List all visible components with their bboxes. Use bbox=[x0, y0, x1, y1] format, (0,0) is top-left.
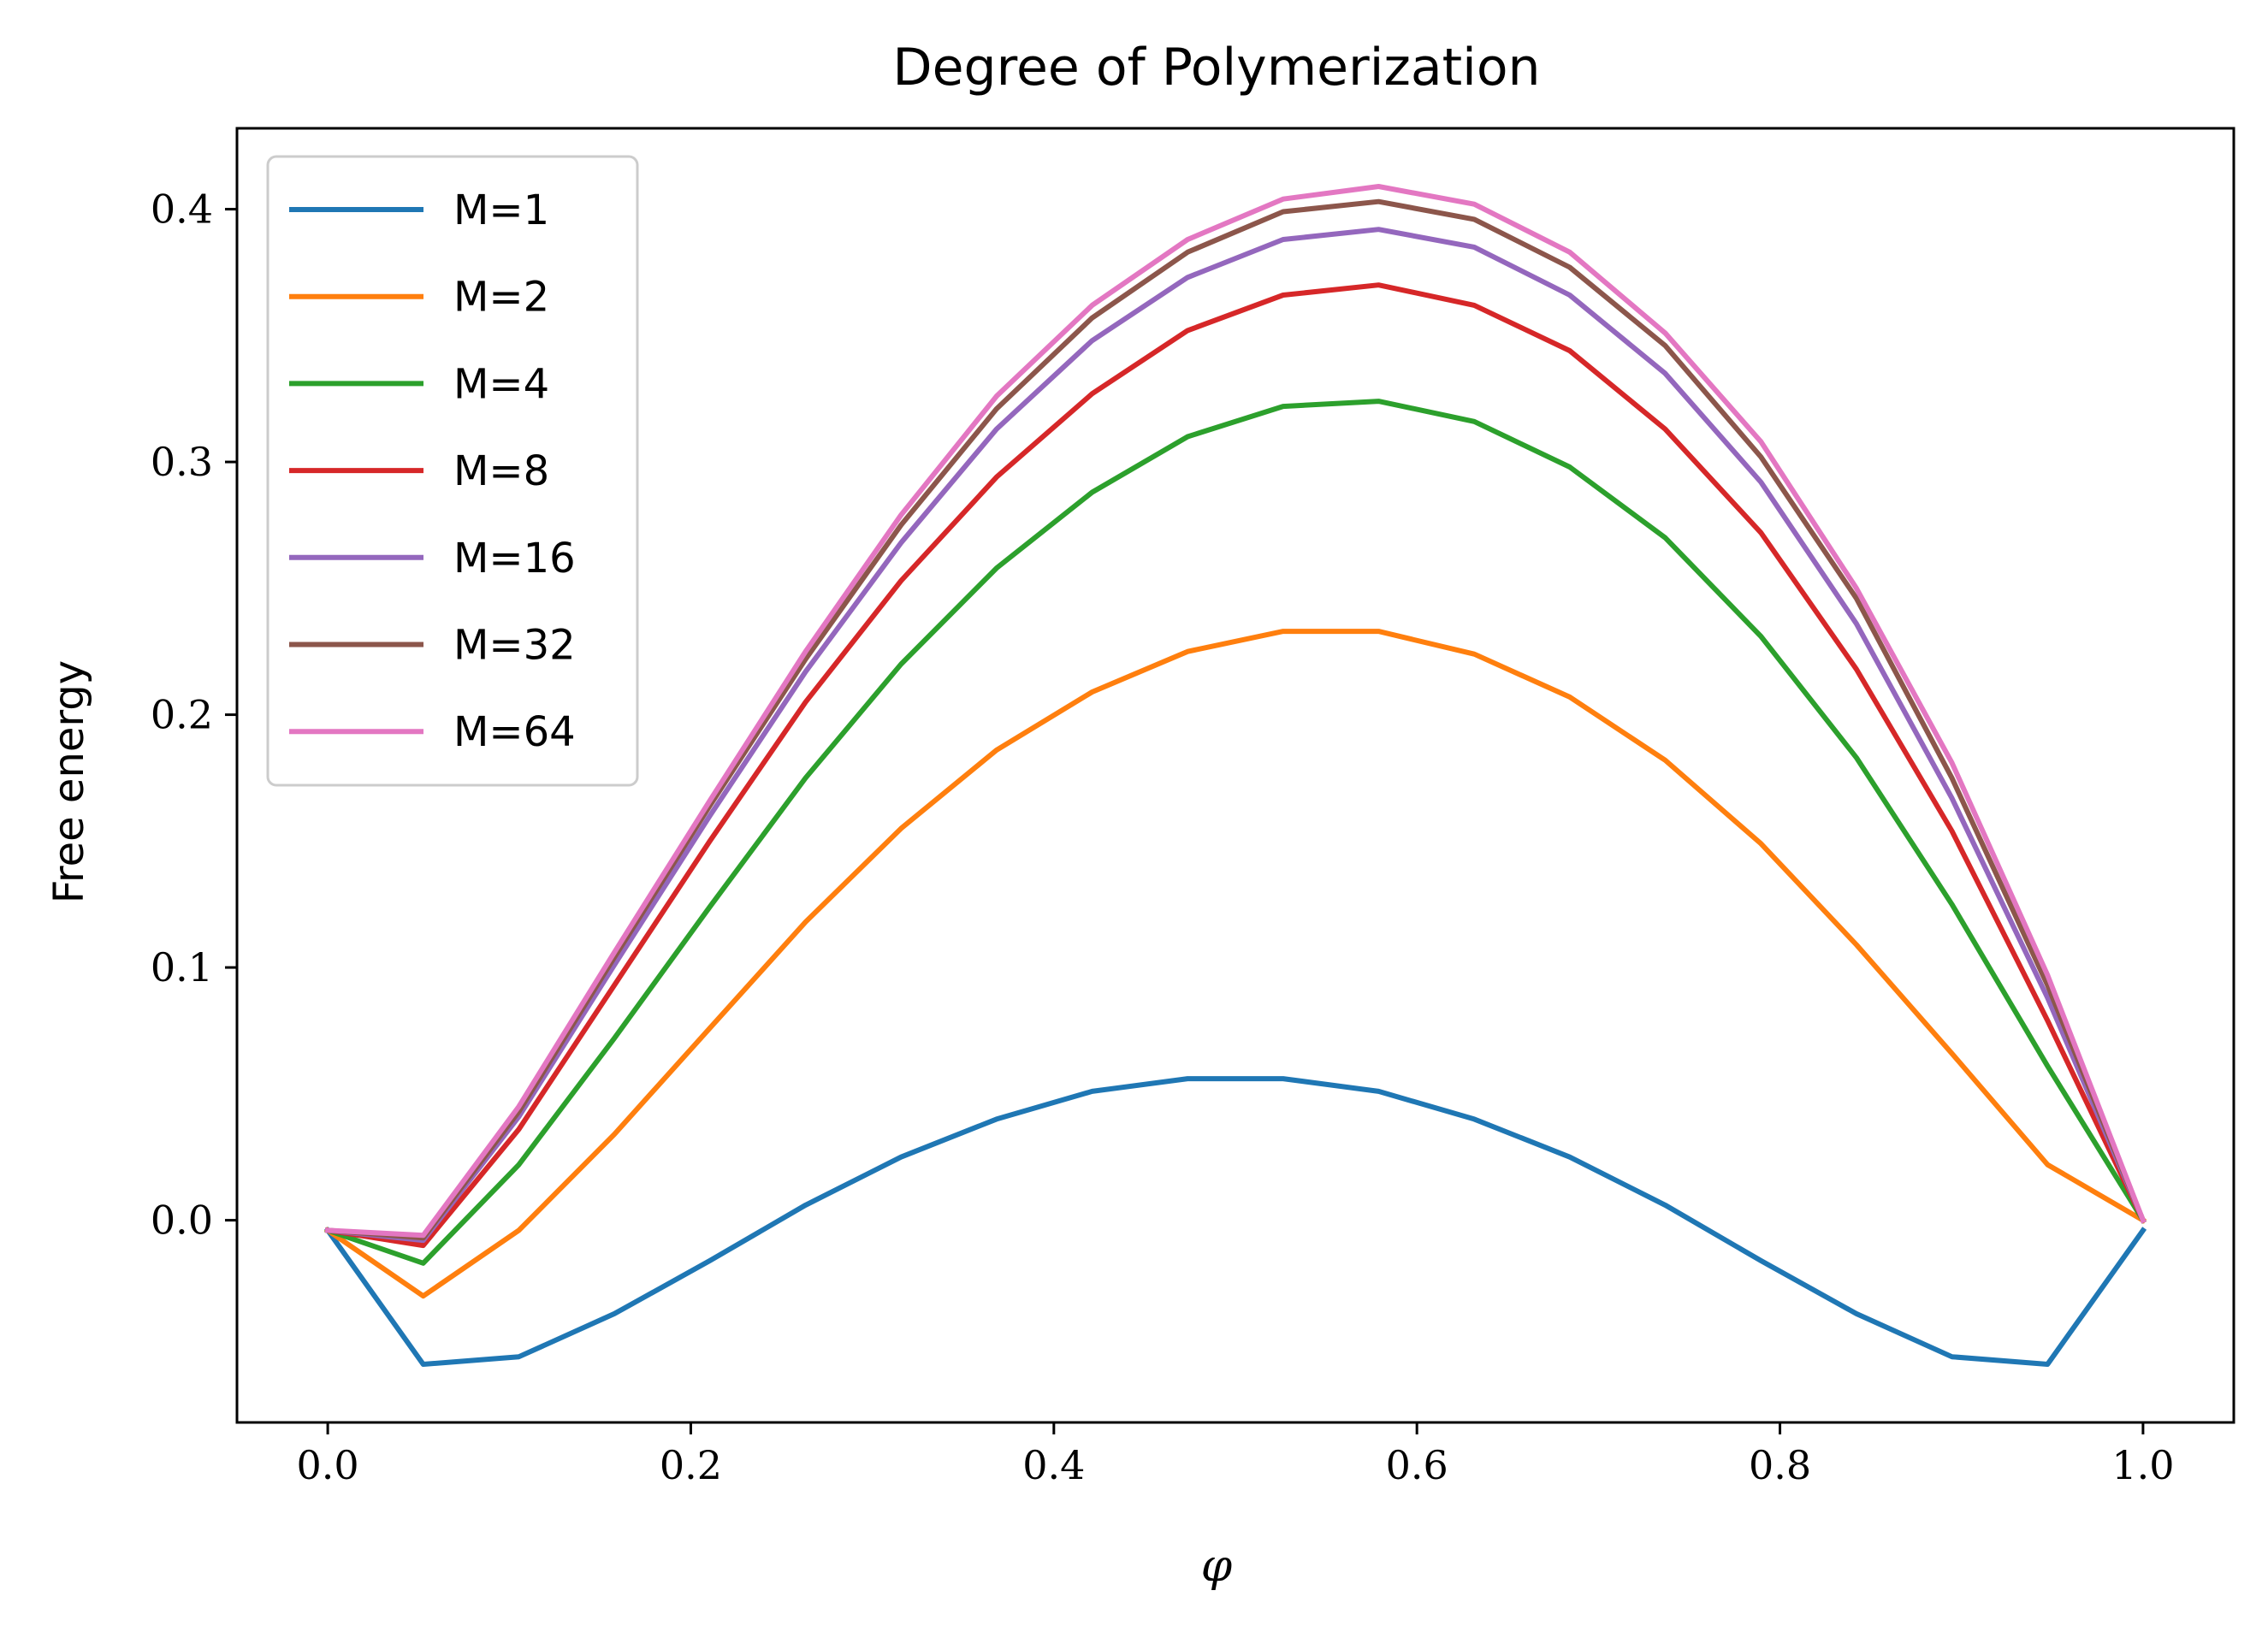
legend-label: M=8 bbox=[453, 447, 549, 495]
legend: M=1 M=2 M=4 M=8 M=16 M=32 M=64 bbox=[266, 155, 639, 787]
x-tick-label: 0.2 bbox=[660, 1442, 722, 1488]
y-axis-label: Free energy bbox=[45, 660, 93, 903]
x-tick-label: 0.6 bbox=[1386, 1442, 1448, 1488]
series-line-m-2 bbox=[323, 629, 2147, 1299]
ticks-layer: 0.0 0.2 0.4 0.6 0.8 1.0 0.0 0.1 0.2 0.3 0.4 bbox=[151, 186, 2175, 1488]
y-tick-label: 0.1 bbox=[151, 944, 213, 990]
x-tick-label: 0.0 bbox=[297, 1442, 359, 1488]
x-tick-label: 0.4 bbox=[1022, 1442, 1085, 1488]
series-line-m-1 bbox=[323, 1076, 2147, 1367]
x-tick-label: 0.8 bbox=[1749, 1442, 1811, 1488]
legend-label: M=2 bbox=[453, 274, 549, 322]
y-tick-label: 0.0 bbox=[151, 1197, 213, 1244]
legend-label: M=32 bbox=[453, 622, 576, 670]
legend-label: M=64 bbox=[453, 708, 576, 756]
x-axis-label: φ bbox=[1201, 1540, 1233, 1592]
series-line-m-16 bbox=[324, 227, 2147, 1244]
series-line-m-4 bbox=[324, 399, 2147, 1266]
legend-label: M=16 bbox=[453, 535, 576, 582]
series-line-m-8 bbox=[324, 282, 2147, 1249]
series-line-m-64 bbox=[324, 184, 2147, 1239]
series-line-m-32 bbox=[324, 198, 2147, 1241]
y-tick-label: 0.4 bbox=[151, 186, 213, 233]
chart-title: Degree of Polymerization bbox=[892, 38, 1540, 98]
series-layer bbox=[323, 184, 2147, 1367]
legend-box bbox=[266, 155, 639, 787]
y-tick-label: 0.3 bbox=[151, 439, 213, 485]
plot-frame bbox=[235, 127, 2235, 1424]
legend-label: M=4 bbox=[453, 360, 549, 408]
y-tick-label: 0.2 bbox=[151, 692, 213, 738]
legend-label: M=1 bbox=[453, 186, 549, 234]
x-tick-label: 1.0 bbox=[2111, 1442, 2174, 1488]
